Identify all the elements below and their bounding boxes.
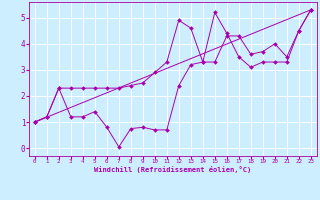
X-axis label: Windchill (Refroidissement éolien,°C): Windchill (Refroidissement éolien,°C) (94, 166, 252, 173)
